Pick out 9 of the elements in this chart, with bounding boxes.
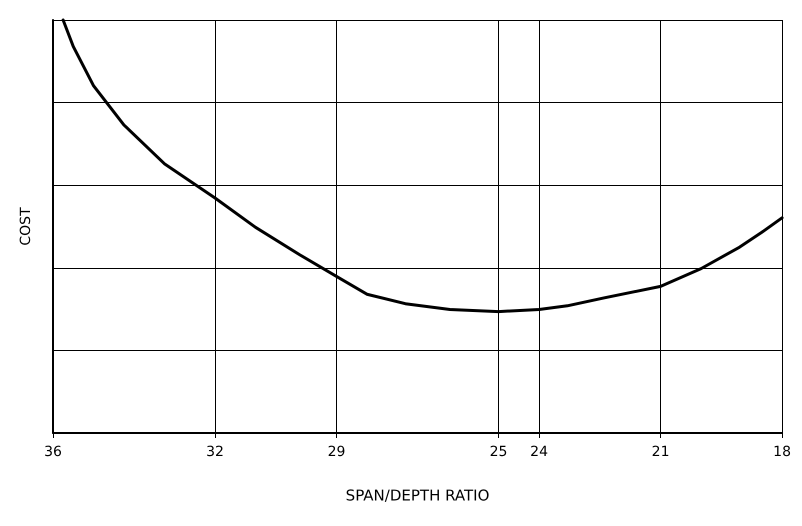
x-tick-label: 25 — [490, 444, 508, 460]
x-axis-title: SPAN/DEPTH RATIO — [346, 486, 490, 504]
x-tick-label: 18 — [773, 444, 792, 460]
x-tick-label: 32 — [206, 444, 224, 460]
x-tick-label: 29 — [328, 444, 346, 460]
x-tick-label: 24 — [530, 444, 548, 460]
x-tick-label: 21 — [652, 444, 670, 460]
x-tick-label: 36 — [44, 444, 62, 460]
y-axis-title: COST — [18, 206, 34, 246]
